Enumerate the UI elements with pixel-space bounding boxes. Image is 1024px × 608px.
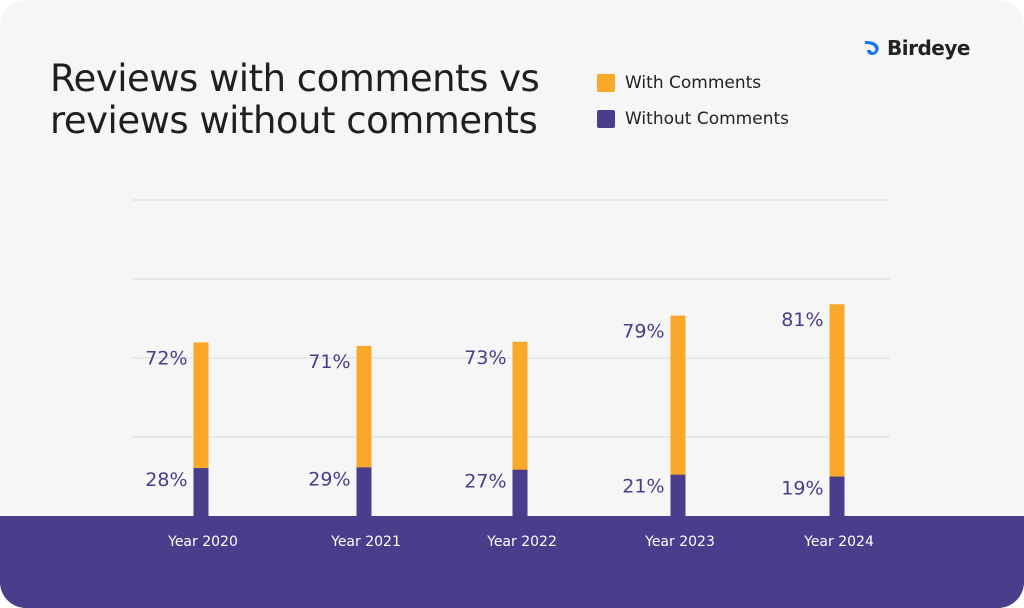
- data-label-without-comments: 19%: [781, 478, 823, 500]
- birdeye-logo: Birdeye: [862, 36, 970, 60]
- bar-without-comments: [356, 467, 372, 517]
- legend-label-without-comments: Without Comments: [625, 109, 789, 129]
- bar-with-comments: [670, 315, 686, 476]
- bar-with-comments: [512, 341, 528, 471]
- data-label-with-comments: 79%: [622, 321, 664, 343]
- bar-with-comments: [829, 304, 845, 478]
- data-label-with-comments: 72%: [145, 347, 187, 369]
- brand-name: Birdeye: [887, 36, 970, 60]
- legend-item-without-comments: Without Comments: [597, 108, 789, 130]
- data-label-without-comments: 29%: [308, 468, 350, 490]
- legend-label-with-comments: With Comments: [625, 73, 762, 93]
- legend-swatch-without-comments: [597, 110, 615, 128]
- chart-title: Reviews with comments vs reviews without…: [50, 57, 540, 142]
- legend: With Comments Without Comments: [597, 72, 789, 144]
- data-label-with-comments: 73%: [464, 347, 506, 369]
- x-tick-label: Year 2024: [803, 534, 874, 550]
- footer-band: [0, 516, 1024, 608]
- bar-with-comments: [193, 342, 209, 469]
- legend-item-with-comments: With Comments: [597, 72, 789, 94]
- x-tick-label: Year 2023: [644, 534, 715, 550]
- bar-without-comments: [670, 474, 686, 517]
- data-label-without-comments: 28%: [145, 469, 187, 491]
- data-label-with-comments: 71%: [308, 351, 350, 373]
- data-label-without-comments: 21%: [622, 476, 664, 498]
- birdeye-bird-icon: [865, 41, 879, 55]
- data-label-with-comments: 81%: [781, 309, 823, 331]
- bar-with-comments: [356, 345, 372, 468]
- chart-title-line-2: reviews without comments: [50, 99, 538, 142]
- x-tick-label: Year 2020: [167, 534, 238, 550]
- chart-title-line-1: Reviews with comments vs: [50, 57, 540, 100]
- legend-swatch-with-comments: [597, 74, 615, 92]
- data-label-without-comments: 27%: [464, 471, 506, 493]
- bar-without-comments: [829, 476, 845, 517]
- x-tick-label: Year 2021: [330, 534, 401, 550]
- x-tick-label: Year 2022: [486, 534, 557, 550]
- bar-without-comments: [512, 469, 528, 517]
- bar-without-comments: [193, 468, 209, 517]
